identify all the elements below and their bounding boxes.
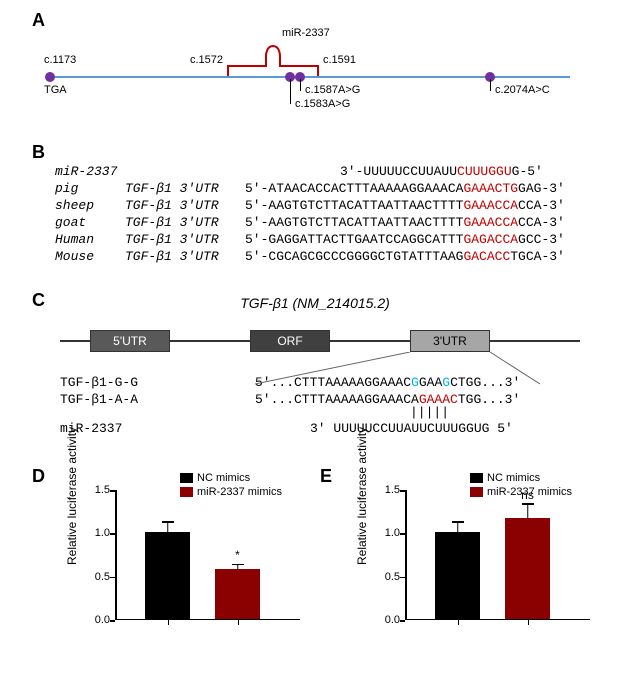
species: Human xyxy=(55,231,125,248)
bar xyxy=(145,532,190,619)
panel-a: c.1173 TGA miR-2337 c.1572 c.1591 c.1587… xyxy=(30,18,600,138)
tick-snp2 xyxy=(290,79,291,104)
tick-snp1 xyxy=(300,79,301,91)
sig-label: * xyxy=(235,548,240,562)
ytick-label: 0.5 xyxy=(385,571,400,583)
ytick-label: 1.5 xyxy=(95,484,110,496)
box-3utr: 3'UTR xyxy=(410,330,490,352)
mir-seq-c: 3' UUUUUCCUUAUUCUUUGGUG 5' xyxy=(165,420,513,437)
ytick-label: 0.0 xyxy=(95,614,110,626)
panel-c: TGF-β1 (NM_214015.2) 5'UTR ORF 3'UTR TGF… xyxy=(30,295,600,455)
legend-swatch xyxy=(470,487,483,497)
seq: 5'-AAGTGTCTTACATTAATTAACTTTTGAAACCACCA-3… xyxy=(245,197,565,214)
species: goat xyxy=(55,214,125,231)
variant-label: TGF-β1-A-A xyxy=(60,391,165,408)
species: pig xyxy=(55,180,125,197)
panel-e: 0.00.51.01.5Relative luciferase activity… xyxy=(320,470,610,680)
bar xyxy=(435,532,480,619)
alignment-block: miR-23373'-UUUUUCCUUAUUCUUUGGUG-5'pigTGF… xyxy=(55,163,600,265)
connector xyxy=(60,352,580,387)
legend-swatch xyxy=(180,487,193,497)
label-right-snp: c.2074A>C xyxy=(495,84,550,96)
legend-label: miR-2337 mimics xyxy=(197,486,282,498)
legend-label: miR-2337 mimics xyxy=(487,486,572,498)
seq: 5'-CGCAGCGCCCGGGGCTGTATTTAAGGACACCTGCA-3… xyxy=(245,248,565,265)
bar xyxy=(505,518,550,619)
chart-d: 0.00.51.01.5Relative luciferase activity… xyxy=(70,480,310,650)
tick-right xyxy=(490,79,491,91)
panel-d: 0.00.51.01.5Relative luciferase activity… xyxy=(30,470,320,680)
mir-seq: 3'-UUUUUCCUUAUUCUUUGGUG-5' xyxy=(245,163,543,180)
species: sheep xyxy=(55,197,125,214)
dot-tga xyxy=(45,72,55,82)
label-mir: miR-2337 xyxy=(282,27,330,39)
diagram-a: c.1173 TGA miR-2337 c.1572 c.1591 c.1587… xyxy=(50,28,570,128)
label-snp1: c.1587A>G xyxy=(305,84,360,96)
gene-label: TGF-β1 3'UTR xyxy=(125,231,245,248)
ytick-label: 0.5 xyxy=(95,571,110,583)
pairing-bars: ||||| xyxy=(410,408,600,418)
ytick-label: 1.5 xyxy=(385,484,400,496)
label-c1572: c.1572 xyxy=(190,54,223,66)
gene-label: TGF-β1 3'UTR xyxy=(125,214,245,231)
seq: 5'-ATAACACCACTTTAAAAAGGAAACAGAAACTGGAG-3… xyxy=(245,180,565,197)
gene-label: TGF-β1 3'UTR xyxy=(125,248,245,265)
mir-name: miR-2337 xyxy=(55,163,125,180)
box-5utr: 5'UTR xyxy=(90,330,170,352)
mir-bracket xyxy=(228,42,328,78)
chart-e: 0.00.51.01.5Relative luciferase activity… xyxy=(360,480,600,650)
species: Mouse xyxy=(55,248,125,265)
bar xyxy=(215,569,260,619)
legend-swatch xyxy=(180,473,193,483)
gene-title: TGF-β1 (NM_214015.2) xyxy=(30,295,600,311)
panel-b: miR-23373'-UUUUUCCUUAUUCUUUGGUG-5'pigTGF… xyxy=(30,145,600,290)
seq: 5'-AAGTGTCTTACATTAATTAACTTTTGAAACCACCA-3… xyxy=(245,214,565,231)
gene-structure: 5'UTR ORF 3'UTR xyxy=(60,316,580,366)
box-orf: ORF xyxy=(250,330,330,352)
variant-seq: 5'...CTTTAAAAAGGAAACAGAAACTGG...3' xyxy=(165,391,520,408)
ylabel: Relative luciferase activity xyxy=(355,427,369,565)
seq: 5'-GAGGATTACTTGAATCCAGGCATTTGAGACCAGCC-3… xyxy=(245,231,565,248)
gene-label: TGF-β1 3'UTR xyxy=(125,180,245,197)
ytick-label: 1.0 xyxy=(95,527,110,539)
label-snp2: c.1583A>G xyxy=(295,98,350,110)
legend-swatch xyxy=(470,473,483,483)
legend-label: NC mimics xyxy=(197,472,250,484)
ytick-label: 0.0 xyxy=(385,614,400,626)
gene-label: TGF-β1 3'UTR xyxy=(125,197,245,214)
label-c1591: c.1591 xyxy=(323,54,356,66)
label-c1173: c.1173 xyxy=(44,54,76,66)
label-tga: TGA xyxy=(44,84,67,96)
legend-label: NC mimics xyxy=(487,472,540,484)
ytick-label: 1.0 xyxy=(385,527,400,539)
ylabel: Relative luciferase activity xyxy=(65,427,79,565)
